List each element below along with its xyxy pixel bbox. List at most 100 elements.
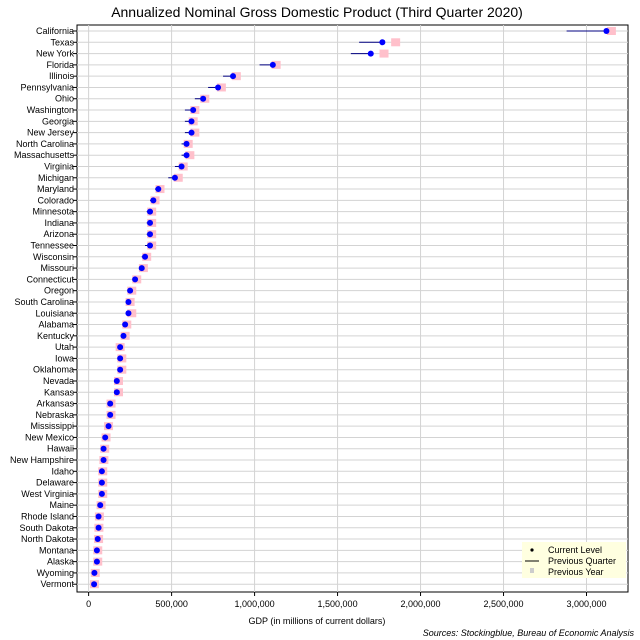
previous-year-marker: [190, 128, 200, 137]
state-label: Louisiana: [35, 308, 74, 318]
previous-year-marker: [127, 309, 137, 318]
current-level-point: [117, 366, 124, 373]
previous-year-marker: [379, 49, 389, 58]
state-label: New Jersey: [27, 128, 75, 138]
state-label: California: [36, 26, 74, 36]
state-label: Maryland: [37, 184, 74, 194]
x-axis-ticks: 0 500,000 1,000,000 1,500,000 2,000,000 2,500…: [86, 592, 607, 609]
state-label: Rhode Island: [21, 511, 74, 521]
state-label: Ohio: [55, 94, 74, 104]
current-level-point: [230, 73, 237, 80]
state-label: New York: [36, 49, 75, 59]
state-label: Mississippi: [30, 421, 74, 431]
current-level-point: [113, 389, 120, 396]
state-label: Vermont: [40, 579, 74, 589]
plot-frame: [76, 24, 629, 593]
state-label: Maine: [49, 500, 74, 510]
state-label: Alaska: [47, 557, 74, 567]
current-level-point: [190, 107, 197, 114]
current-level-point: [183, 152, 190, 159]
state-label: Wisconsin: [33, 252, 74, 262]
state-label: Washington: [27, 105, 74, 115]
state-label: Nebraska: [35, 410, 74, 420]
state-label: Indiana: [44, 218, 74, 228]
current-level-point: [97, 502, 104, 509]
current-level-point: [200, 95, 207, 102]
current-level-point: [107, 400, 114, 407]
state-label: Connecticut: [26, 274, 74, 284]
current-level-point: [125, 298, 132, 305]
current-level-point: [150, 197, 157, 204]
current-level-point: [379, 39, 386, 46]
current-level-point: [125, 310, 132, 317]
state-label: Pennsylvania: [20, 82, 74, 92]
current-level-point: [105, 423, 112, 430]
state-label: Texas: [50, 37, 74, 47]
current-level-point: [98, 468, 105, 475]
previous-year-marker: [606, 27, 616, 35]
current-level-point: [117, 355, 124, 362]
data-marks: [89, 27, 616, 589]
current-level-point: [155, 186, 162, 193]
chart-title: Annualized Nominal Gross Domestic Produc…: [111, 4, 523, 20]
current-level-point: [147, 208, 154, 215]
state-label: North Dakota: [21, 534, 74, 544]
current-level-point: [215, 84, 222, 91]
current-level-point: [132, 276, 139, 283]
state-label: Idaho: [51, 466, 74, 476]
current-level-point: [147, 231, 154, 238]
state-label: South Dakota: [19, 523, 74, 533]
state-label: Virginia: [44, 161, 74, 171]
legend-box: [522, 542, 626, 578]
current-level-point: [93, 558, 100, 565]
current-level-point: [178, 163, 185, 170]
x-tick-label: 2,000,000: [401, 599, 441, 609]
state-label: Georgia: [42, 116, 74, 126]
current-level-point: [183, 140, 190, 147]
previous-year-marker: [391, 38, 401, 47]
legend-previous-year-marker: [530, 568, 534, 573]
state-label: Oregon: [44, 286, 74, 296]
current-level-point: [100, 457, 107, 464]
state-label: Tennessee: [30, 241, 74, 251]
current-level-point: [367, 50, 374, 57]
legend-previous-year-label: Previous Year: [548, 567, 604, 577]
current-level-point: [142, 253, 149, 260]
current-level-point: [95, 524, 102, 531]
source-note: Sources: Stockingblue, Bureau of Economi…: [423, 628, 635, 638]
state-label: Michigan: [38, 173, 74, 183]
state-label: Florida: [46, 60, 74, 70]
state-label: West Virginia: [21, 489, 74, 499]
state-label: South Carolina: [14, 297, 74, 307]
state-label: Utah: [55, 342, 74, 352]
current-level-point: [95, 513, 102, 520]
current-level-point: [120, 332, 127, 339]
current-level-point: [91, 569, 98, 576]
state-label: Colorado: [37, 195, 74, 205]
legend: Current Level Previous Quarter Previous …: [522, 542, 626, 578]
previous-year-marker: [271, 60, 281, 69]
legend-current-label: Current Level: [548, 545, 602, 555]
state-label: Illinois: [49, 71, 75, 81]
x-axis-label: GDP (in millions of current dollars): [249, 616, 386, 626]
current-level-point: [188, 129, 195, 136]
state-label: Oklahoma: [33, 365, 74, 375]
current-level-point: [171, 174, 178, 181]
state-label: Missouri: [40, 263, 74, 273]
state-label: Wyoming: [37, 568, 74, 578]
state-label: Montana: [39, 545, 74, 555]
state-label: Kansas: [44, 387, 75, 397]
x-tick-label: 0: [86, 599, 91, 609]
previous-year-marker: [231, 72, 241, 81]
state-label: New Hampshire: [10, 455, 74, 465]
x-tick-label: 1,500,000: [318, 599, 358, 609]
current-level-point: [113, 377, 120, 384]
current-level-point: [91, 581, 98, 588]
state-label: North Carolina: [16, 139, 74, 149]
x-tick-label: 2,500,000: [484, 599, 524, 609]
state-label: Hawaii: [47, 444, 74, 454]
current-level-point: [93, 547, 100, 554]
current-level-point: [98, 490, 105, 497]
current-level-point: [147, 242, 154, 249]
